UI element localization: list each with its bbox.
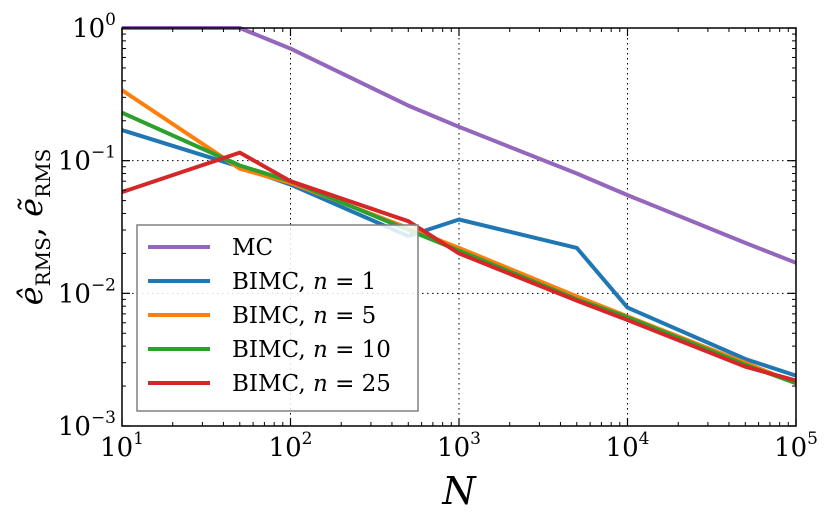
x-axis-ticks: 101 102 103 104 105 [100,28,818,463]
y-axis-title-sub-1: RMS [31,237,55,286]
y-axis-title-sub-2: RMS [31,149,55,198]
y-axis-title: êRMS, ẽRMS [12,149,55,306]
x-tick-label: 103 [437,429,481,463]
y-axis-title-e-tilde: ẽ [12,198,50,217]
series-line-mc [122,26,797,265]
y-tick-label: 10−3 [58,408,116,442]
x-tick-label: 105 [774,429,818,463]
y-axis-title-separator: , [12,217,50,237]
series-line-bimc-n-25 [121,150,797,383]
legend-label-bimc-n-10: BIMC, n = 10 [232,337,391,363]
legend-label-bimc-n-25: BIMC, n = 25 [232,371,391,397]
x-tick-label: 104 [606,429,650,463]
series-lines [120,26,797,386]
x-axis-title: N [441,469,477,513]
y-axis-ticks: 10−3 10−2 10−1 100 [58,10,796,442]
legend-label-bimc-n-1: BIMC, n = 1 [232,269,376,295]
y-tick-label: 10−2 [58,275,116,309]
x-tick-label: 102 [269,429,313,463]
y-axis-title-e-hat: ê [12,286,50,305]
legend: MC BIMC, n = 1 BIMC, n = 5 BIMC, n = 10 BIMC… [136,224,419,412]
series-line-bimc-n-10 [121,110,797,386]
x-tick-label: 101 [100,429,144,463]
y-tick-label: 100 [72,10,116,44]
legend-label-mc: MC [232,235,273,261]
y-tick-label: 10−1 [58,143,116,177]
legend-box [136,224,419,412]
legend-label-bimc-n-5: BIMC, n = 5 [232,303,376,329]
